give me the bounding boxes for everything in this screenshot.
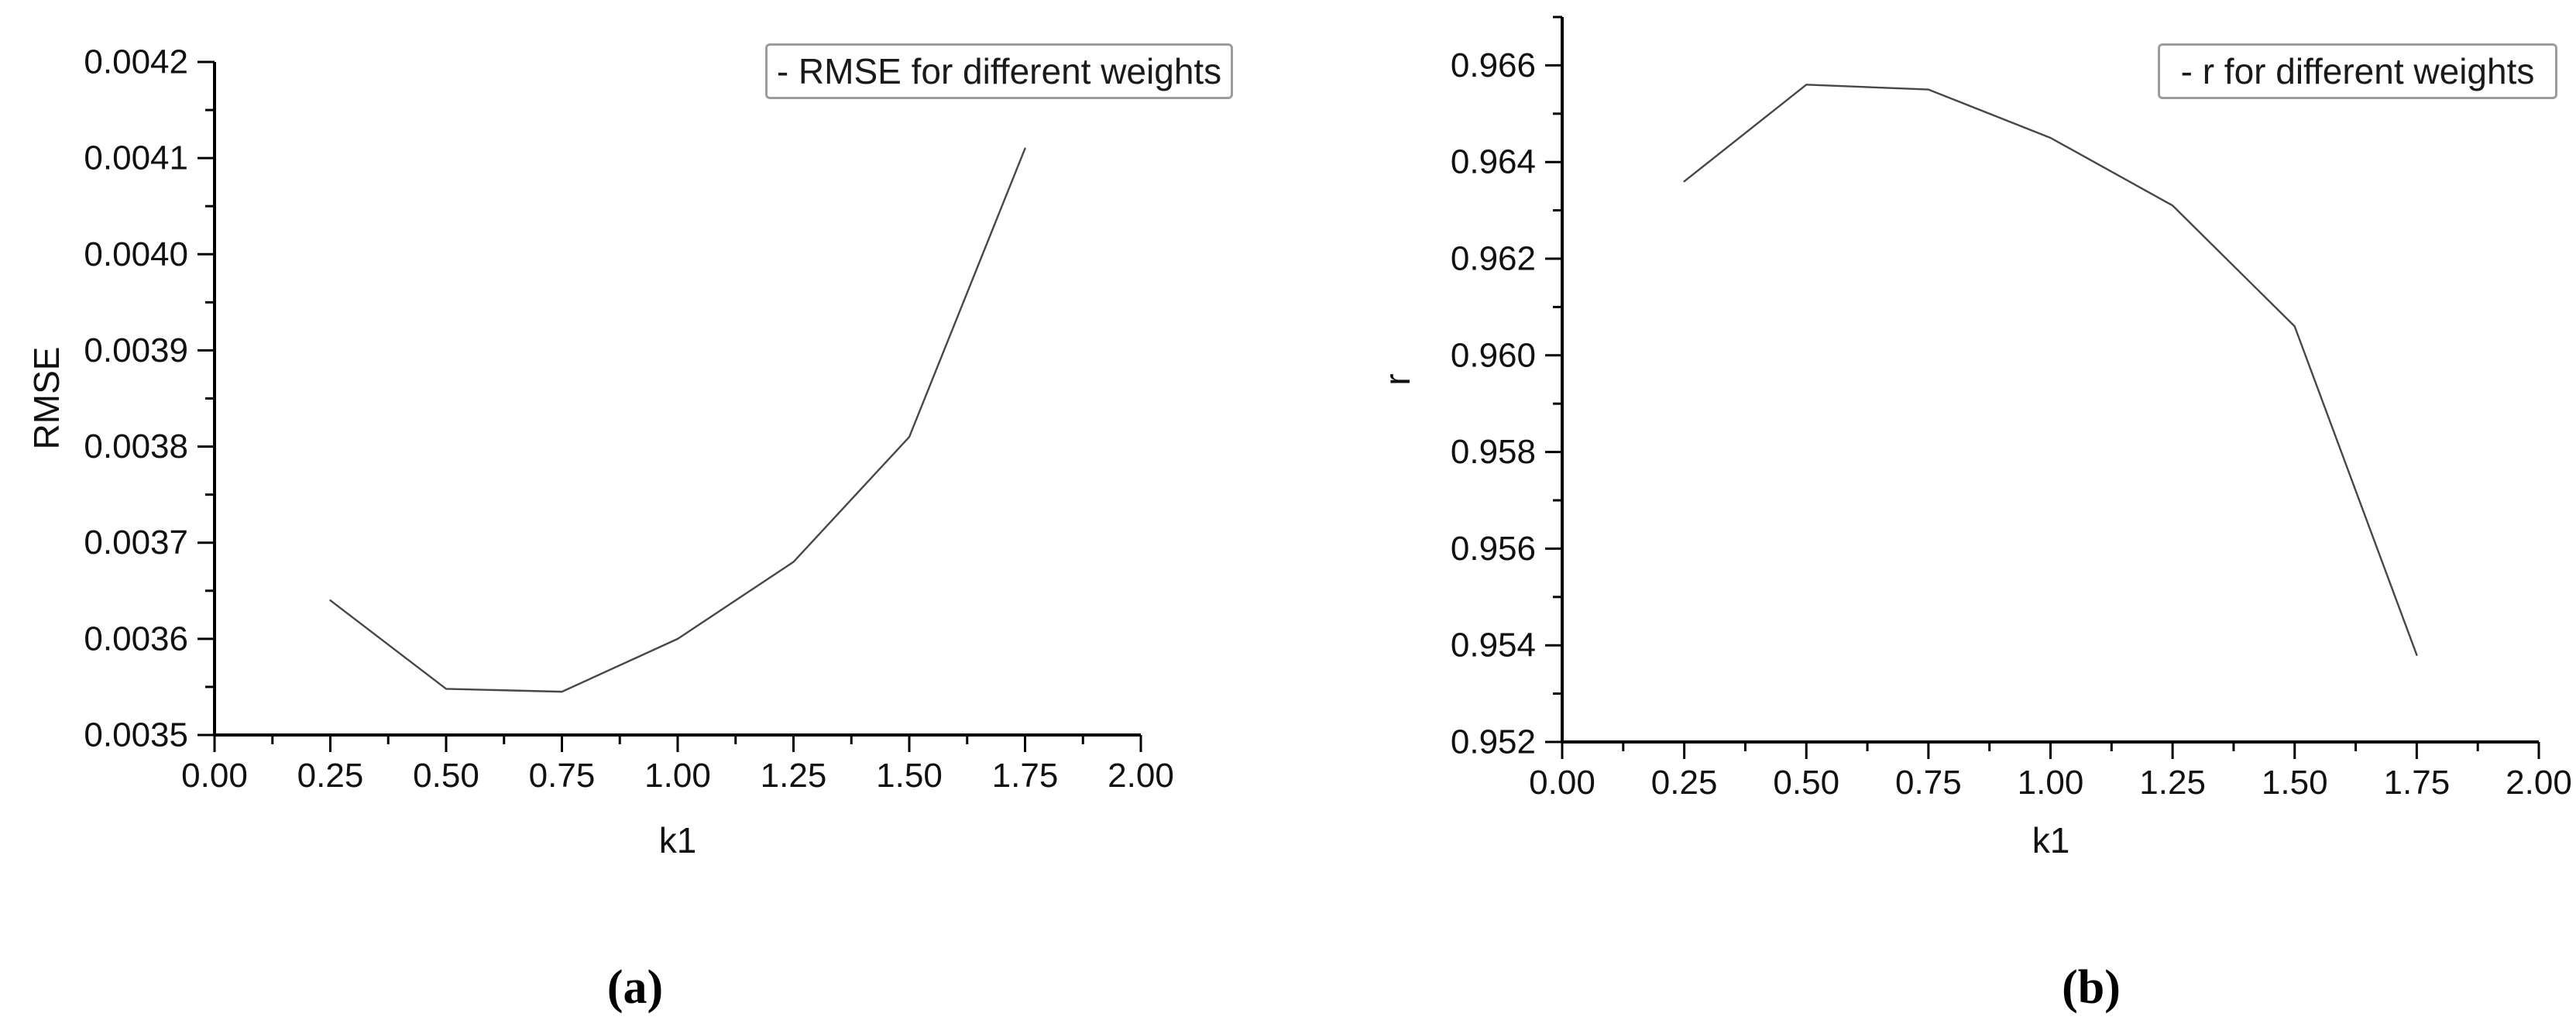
x-axis-title-k1-left: k1 [658,820,697,860]
y-tick-label: 0.0042 [84,43,188,81]
x-tick-label: 0.25 [1651,764,1718,802]
series-line-b [1683,84,2418,656]
y-tick-label: 0.956 [1451,530,1536,568]
x-tick-label: 0.50 [413,757,479,795]
x-tick-label: 1.75 [992,757,1059,795]
y-tick-label: 0.952 [1451,723,1536,761]
y-tick-label: 0.0036 [84,620,188,658]
x-tick-label: 0.25 [297,757,364,795]
y-tick-label: 0.0037 [84,524,188,562]
x-tick-label: 0.50 [1773,764,1839,802]
x-tick-label: 1.75 [2384,764,2451,802]
y-tick-label: 0.954 [1451,627,1536,665]
y-tick-label: 0.960 [1451,336,1536,374]
x-tick-label: 1.25 [2139,764,2206,802]
x-tick-label: 1.50 [876,757,943,795]
x-tick-label: 1.25 [761,757,827,795]
y-tick-label: 0.964 [1451,143,1536,181]
y-tick-label: 0.0041 [84,139,188,177]
x-tick-label: 1.00 [2018,764,2084,802]
y-tick-label: 0.0038 [84,428,188,465]
y-tick-label: 0.0040 [84,235,188,273]
subfigure-caption-a: (a) [606,961,664,1014]
x-tick-label: 1.00 [644,757,711,795]
series-line-a [329,147,1026,693]
y-tick-label: 0.0039 [84,331,188,369]
y-tick-label: 0.958 [1451,433,1536,471]
y-axis-title-rmse: RMSE [26,346,67,450]
subfigure-caption-b: (b) [2062,961,2121,1014]
x-tick-label: 2.00 [2506,764,2572,802]
x-tick-label: 2.00 [1108,757,1174,795]
y-tick-label: 0.0035 [84,716,188,754]
x-tick-label: 0.75 [529,757,596,795]
legend-r: - r for different weights [2158,43,2557,99]
y-axis-title-r: r [1377,373,1417,386]
x-tick-label: 0.75 [1895,764,1962,802]
y-tick-label: 0.966 [1451,46,1536,84]
x-tick-label: 0.00 [1529,764,1595,802]
x-tick-label: 0.00 [181,757,248,795]
x-axis-title-k1-right: k1 [2032,820,2070,860]
x-tick-label: 1.50 [2262,764,2328,802]
legend-rmse-label: - RMSE for different weights [776,51,1222,91]
y-tick-label: 0.962 [1451,240,1536,278]
legend-r-label: - r for different weights [2180,51,2535,91]
legend-rmse: - RMSE for different weights [765,43,1233,99]
